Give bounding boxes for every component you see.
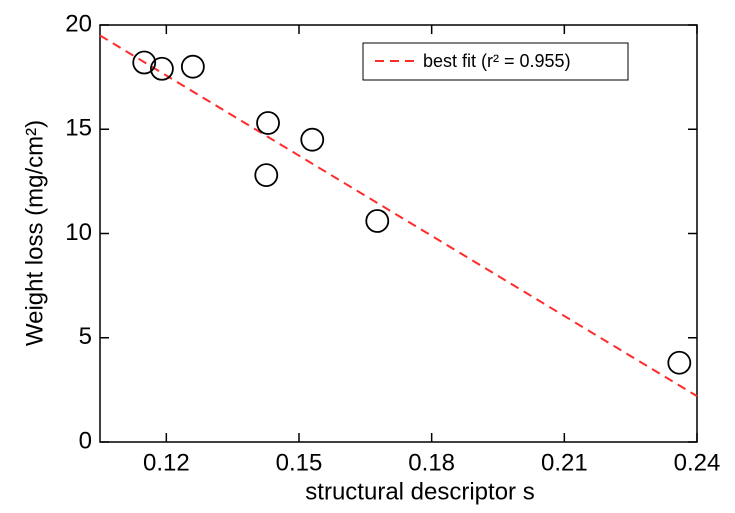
plot-frame xyxy=(99,24,698,443)
x-tick-label: 0.15 xyxy=(276,449,323,476)
y-axis-label: Weight loss (mg/cm²) xyxy=(21,120,48,346)
x-tick-label: 0.24 xyxy=(674,449,721,476)
x-tick-label: 0.21 xyxy=(541,449,588,476)
data-point xyxy=(180,54,205,79)
data-point xyxy=(667,350,692,375)
data-point xyxy=(132,50,157,75)
legend-label: best fit (r² = 0.955) xyxy=(423,51,571,71)
x-tick-label: 0.12 xyxy=(143,449,190,476)
fit-line xyxy=(99,34,698,397)
y-tick-label: 10 xyxy=(65,219,92,246)
y-tick-label: 5 xyxy=(79,323,92,350)
data-point xyxy=(256,111,280,135)
y-tick-label: 15 xyxy=(65,115,92,142)
y-tick-label: 20 xyxy=(65,10,92,37)
y-tick-label: 0 xyxy=(79,427,92,454)
data-point xyxy=(254,163,279,188)
data-point xyxy=(300,127,325,152)
x-axis-label: structural descriptor s xyxy=(305,478,534,505)
data-point xyxy=(150,56,174,81)
x-tick-label: 0.18 xyxy=(408,449,455,476)
data-point xyxy=(365,209,390,233)
